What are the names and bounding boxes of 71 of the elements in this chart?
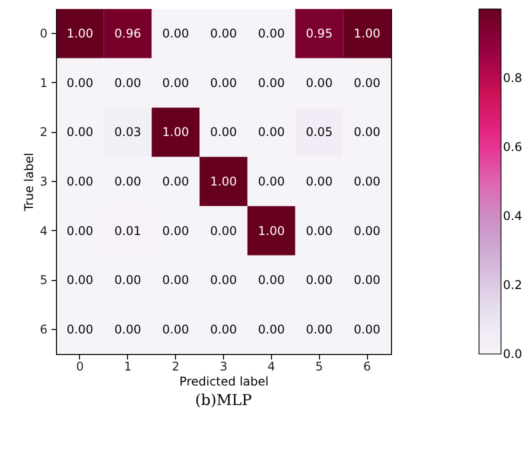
color-bar-label: 0.6 bbox=[503, 140, 522, 154]
data-label: 0.00 bbox=[162, 273, 189, 288]
data-label: 0.00 bbox=[258, 174, 285, 188]
data-label: 0.01 bbox=[114, 224, 142, 238]
data-label: 1.00 bbox=[210, 174, 237, 188]
data-label: 0.00 bbox=[66, 322, 94, 336]
data-label: 0.00 bbox=[306, 76, 333, 90]
data-label: 0.00 bbox=[354, 174, 380, 188]
data-label: 0.95 bbox=[306, 26, 333, 41]
data-label: 0.00 bbox=[66, 224, 94, 238]
color-bar-label: 0.8 bbox=[503, 71, 522, 85]
data-label: 0.00 bbox=[354, 322, 380, 336]
text: (b)MLP bbox=[195, 391, 252, 409]
data-label: 1.00 bbox=[66, 26, 94, 41]
y-tick-label: 6 bbox=[40, 322, 48, 336]
color-bar-label: 0.4 bbox=[503, 209, 522, 223]
data-label: 0.00 bbox=[162, 224, 189, 238]
data-label: 0.00 bbox=[306, 174, 333, 188]
x-tick-label: 2 bbox=[172, 360, 180, 374]
x-axis-title: Predicted label bbox=[179, 374, 269, 388]
data-label: 0.00 bbox=[354, 76, 380, 90]
data-label: 0.00 bbox=[258, 76, 285, 90]
y-axis-title: True label bbox=[22, 152, 36, 212]
x-tick-label: 0 bbox=[76, 360, 84, 374]
data-label: 0.00 bbox=[258, 322, 285, 336]
data-label: 1.00 bbox=[258, 224, 285, 238]
color-bar-label: 0.0 bbox=[503, 347, 522, 361]
y-tick-label: 5 bbox=[40, 273, 48, 288]
x-tick-label: 4 bbox=[268, 360, 276, 374]
data-label: 0.00 bbox=[114, 322, 142, 336]
y-tick-label: 4 bbox=[40, 224, 48, 238]
x-tick-label: 1 bbox=[124, 360, 132, 374]
x-tick-label: 3 bbox=[220, 360, 228, 374]
data-label: 0.00 bbox=[258, 26, 285, 41]
data-label: 0.00 bbox=[306, 273, 333, 288]
data-label: 0.00 bbox=[306, 224, 333, 238]
data-label: 0.05 bbox=[306, 125, 333, 140]
data-label: 0.00 bbox=[354, 224, 380, 238]
data-label: 0.00 bbox=[258, 125, 285, 140]
data-label: 0.96 bbox=[114, 26, 142, 41]
data-label: 0.00 bbox=[162, 174, 189, 188]
data-label: 0.00 bbox=[114, 174, 142, 188]
data-label: 0.00 bbox=[66, 125, 94, 140]
x-tick-label: 5 bbox=[315, 360, 324, 374]
x-tick-label: 6 bbox=[363, 360, 371, 374]
data-label: 0.00 bbox=[210, 273, 237, 288]
data-label: 0.00 bbox=[306, 322, 333, 336]
data-label: 0.00 bbox=[210, 26, 237, 41]
data-label: 0.00 bbox=[210, 322, 237, 336]
data-label: 0.00 bbox=[210, 125, 237, 140]
data-label: 0.00 bbox=[354, 273, 380, 288]
data-label: 0.00 bbox=[162, 322, 189, 336]
data-label: 0.00 bbox=[210, 224, 237, 238]
y-tick-label: 0 bbox=[40, 26, 48, 41]
data-label: 0.00 bbox=[66, 273, 94, 288]
data-label: 0.03 bbox=[114, 125, 142, 140]
data-label: 0.00 bbox=[210, 76, 237, 90]
y-tick-label: 1 bbox=[40, 76, 48, 90]
data-label: 0.00 bbox=[354, 125, 380, 140]
y-tick-label: 2 bbox=[40, 125, 48, 140]
data-label: 1.00 bbox=[162, 125, 189, 140]
data-label: 0.00 bbox=[114, 273, 142, 288]
data-label: 1.00 bbox=[354, 26, 380, 41]
data-label: 0.00 bbox=[162, 26, 189, 41]
y-tick-label: 3 bbox=[40, 174, 48, 188]
data-label: 0.00 bbox=[66, 76, 94, 90]
color-bar-label: 0.2 bbox=[503, 278, 522, 292]
data-label: 0.00 bbox=[162, 76, 189, 90]
data-label: 0.00 bbox=[258, 273, 285, 288]
data-label: 0.00 bbox=[66, 174, 94, 188]
data-label: 0.00 bbox=[114, 76, 142, 90]
